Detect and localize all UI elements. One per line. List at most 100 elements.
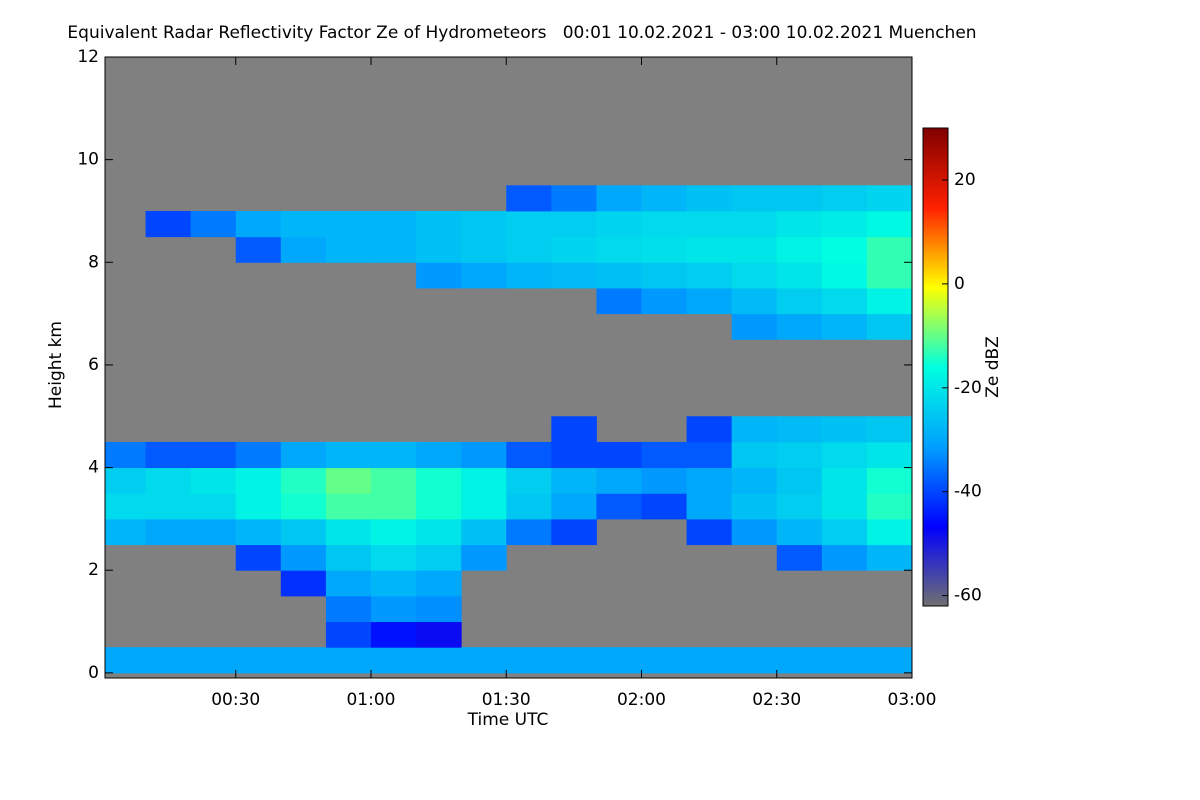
cell [866,416,912,443]
cell [596,287,642,315]
cell [821,518,868,546]
cell [461,544,507,571]
cell [731,441,778,469]
cell [506,236,552,263]
chart-title: Equivalent Radar Reflectivity Factor Ze … [67,23,976,43]
cell [821,544,868,571]
cell [866,185,912,212]
cell [821,416,868,443]
cell [776,544,823,571]
cell [686,185,733,212]
cell [776,313,823,340]
cell [731,185,778,212]
cell [641,185,688,212]
cell [866,647,912,674]
x-axis-label: Time UTC [467,710,549,730]
cell [686,441,733,469]
cell [506,493,552,520]
cell [641,647,688,674]
cell [821,236,868,263]
cell [325,236,372,263]
y-tick-label: 4 [88,458,99,478]
cell [416,570,462,597]
x-tick-label: 00:30 [211,690,260,710]
cell [731,467,778,494]
cell [280,544,327,571]
cell [416,544,462,571]
cell [551,210,597,238]
cell [641,493,688,520]
cell [280,441,327,469]
cell [686,467,733,494]
cell [506,185,552,212]
cell [280,493,327,520]
cell [731,647,778,674]
y-tick-label: 10 [77,150,99,170]
x-tick-label: 01:00 [346,690,395,710]
cell [325,595,372,623]
cell [325,210,372,238]
cell [866,441,912,469]
cell [506,467,552,494]
plot-frame [104,56,913,679]
cell [866,287,912,315]
cell [506,210,552,238]
cell [370,518,417,546]
y-tick-label: 8 [88,252,99,272]
cell [105,647,147,674]
cell [325,570,372,597]
cell [370,493,417,520]
cell [551,467,597,494]
cell [506,518,552,546]
cell [641,236,688,263]
y-tick-label: 2 [88,560,99,580]
cell [641,441,688,469]
cell [551,416,597,443]
cell [686,493,733,520]
colorbar-tick-label: -40 [954,482,982,502]
cell [370,621,417,648]
cell [596,647,642,674]
cell [596,185,642,212]
cell [325,518,372,546]
cell [190,518,237,546]
x-tick-label: 02:00 [617,690,666,710]
cell [866,467,912,494]
cell [731,313,778,340]
cell [776,262,823,289]
cell [190,467,237,494]
cell [866,313,912,340]
y-tick-label: 0 [88,663,99,683]
cell [866,236,912,263]
y-tick-label: 12 [77,47,99,67]
y-tick-label: 6 [88,355,99,375]
cell [461,262,507,289]
cell [731,518,778,546]
y-axis-label: Height km [46,321,66,409]
colorbar [922,127,949,607]
colorbar-label: Ze dBZ [983,336,1003,398]
cell [461,647,507,674]
cell [325,441,372,469]
cell [776,647,823,674]
cell [551,441,597,469]
heatmap [105,185,912,674]
cell [105,493,147,520]
cell [235,544,282,571]
cell [416,493,462,520]
cell [551,647,597,674]
cell [821,313,868,340]
cell [776,287,823,315]
cell [235,518,282,546]
cell [370,570,417,597]
cell [506,262,552,289]
cell [821,467,868,494]
cell [190,493,237,520]
cell [596,236,642,263]
cell [821,262,868,289]
cell [776,236,823,263]
cell [506,441,552,469]
cell [776,185,823,212]
cell [866,544,912,571]
